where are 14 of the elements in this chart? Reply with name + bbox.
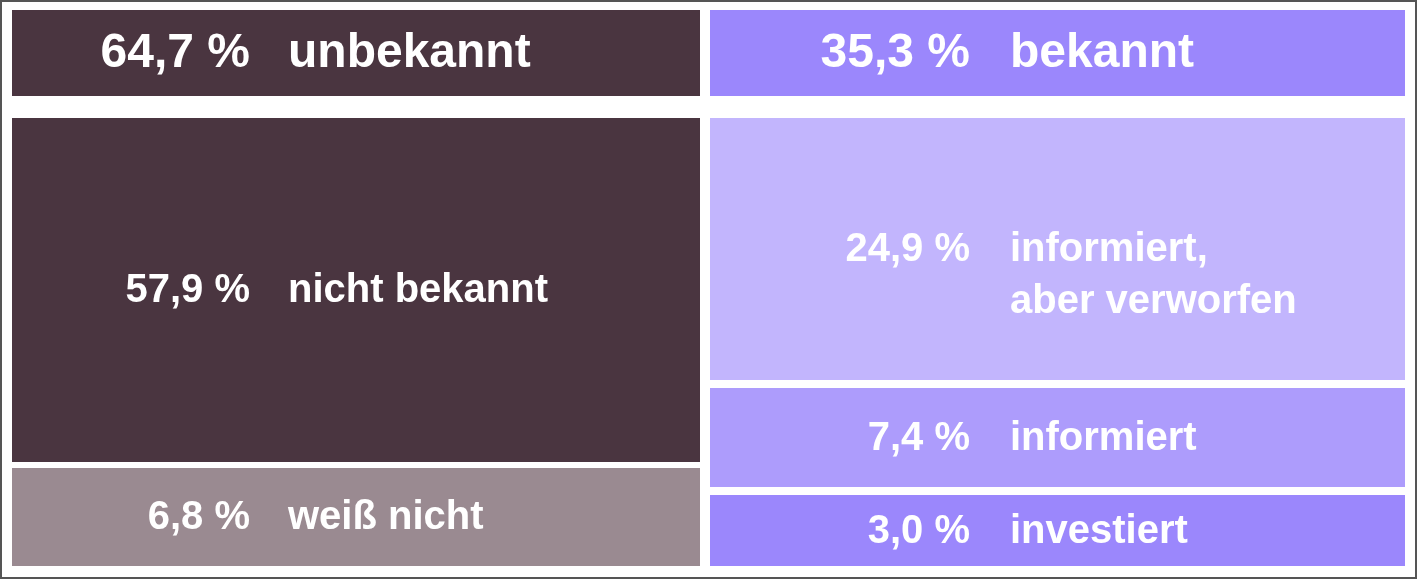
category-label: weiß nicht xyxy=(287,493,484,537)
data-label: 64,7 % xyxy=(100,24,250,77)
data-label: 57,9 % xyxy=(125,266,250,310)
data-label: 7,4 % xyxy=(867,413,970,458)
category-label: unbekannt xyxy=(288,24,531,77)
data-label: 3,0 % xyxy=(867,506,970,551)
category-label: bekannt xyxy=(1010,24,1195,77)
category-label: nicht bekannt xyxy=(288,266,549,310)
data-label: 24,9 % xyxy=(845,225,970,269)
category-label: informiert, aber verworfen xyxy=(1010,225,1297,321)
category-label: investiert xyxy=(1010,506,1188,551)
data-label: 35,3 % xyxy=(820,24,970,77)
category-label: informiert xyxy=(1010,413,1197,458)
data-label: 6,8 % xyxy=(147,493,250,537)
